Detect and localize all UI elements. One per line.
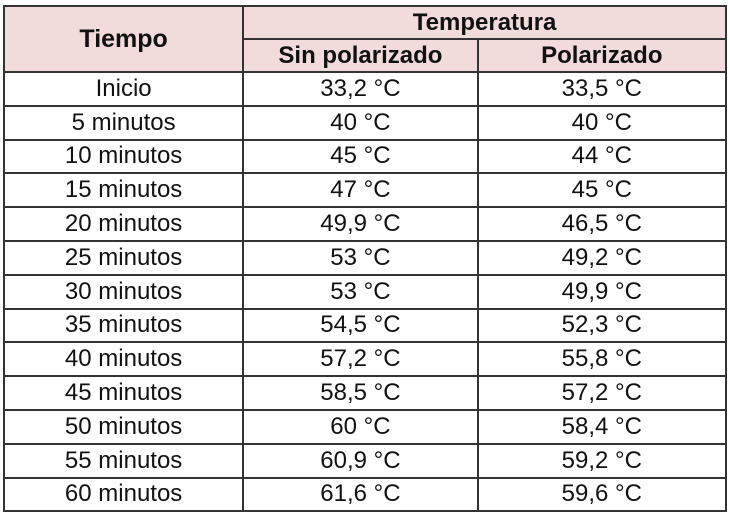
group-header: Temperatura <box>242 5 727 40</box>
time-cell: 50 minutos <box>2 408 245 445</box>
table-row: 45 minutos 58,5 °C 57,2 °C <box>2 375 728 411</box>
table-row: 35 minutos 54,5 °C 52,3 °C <box>2 307 728 344</box>
time-cell: 60 minutos <box>2 476 245 513</box>
time-cell: 25 minutos <box>2 239 245 276</box>
temperature-cell: 58,4 °C <box>476 408 728 445</box>
table-body: Inicio 33,2 °C 33,5 °C 5 minutos 40 °C 40 °C 1… <box>2 71 728 513</box>
temperature-cell: 57,2 °C <box>476 375 728 411</box>
temperature-cell: 49,9 °C <box>476 273 728 310</box>
temperature-cell: 53 °C <box>242 273 479 310</box>
table-row: 30 minutos 53 °C 49,9 °C <box>2 273 728 310</box>
temperature-table: Tiempo Temperatura Sin polarizado Polari… <box>2 5 728 513</box>
table-header: Tiempo Temperatura Sin polarizado Polari… <box>2 5 728 73</box>
table-row: 20 minutos 49,9 °C 46,5 °C <box>2 206 728 242</box>
temperature-cell: 59,2 °C <box>476 442 728 479</box>
table-row: Inicio 33,2 °C 33,5 °C <box>2 71 728 107</box>
temperature-cell: 58,5 °C <box>242 375 479 411</box>
temperature-cell: 49,2 °C <box>476 239 728 276</box>
temperature-cell: 60,9 °C <box>242 442 479 479</box>
table-row: 40 minutos 57,2 °C 55,8 °C <box>2 341 728 378</box>
table-row: 15 minutos 47 °C 45 °C <box>2 172 728 209</box>
time-cell: Inicio <box>2 71 245 107</box>
table-row: 60 minutos 61,6 °C 59,6 °C <box>2 476 728 513</box>
time-cell: 15 minutos <box>2 172 245 209</box>
time-cell: 45 minutos <box>2 375 245 411</box>
temperature-cell: 46,5 °C <box>476 206 728 242</box>
temperature-cell: 49,9 °C <box>242 206 479 242</box>
temperature-cell: 53 °C <box>242 239 479 276</box>
table-row: 55 minutos 60,9 °C 59,2 °C <box>2 442 728 479</box>
temperature-cell: 40 °C <box>476 104 728 141</box>
table-row: 10 minutos 45 °C 44 °C <box>2 138 728 175</box>
time-cell: 10 minutos <box>2 138 245 175</box>
temperature-cell: 40 °C <box>242 104 479 141</box>
temperature-cell: 57,2 °C <box>242 341 479 378</box>
temperature-cell: 33,2 °C <box>242 71 479 107</box>
temperature-cell: 45 °C <box>242 138 479 175</box>
table-row: 25 minutos 53 °C 49,2 °C <box>2 239 728 276</box>
column-header: Sin polarizado <box>242 38 479 73</box>
temperature-cell: 45 °C <box>476 172 728 209</box>
table-row: 50 minutos 60 °C 58,4 °C <box>2 408 728 445</box>
temperature-cell: 52,3 °C <box>476 307 728 344</box>
time-cell: 20 minutos <box>2 206 245 242</box>
column-header: Polarizado <box>476 38 728 73</box>
time-cell: 40 minutos <box>2 341 245 378</box>
temperature-cell: 44 °C <box>476 138 728 175</box>
time-header: Tiempo <box>2 5 245 73</box>
temperature-cell: 33,5 °C <box>476 71 728 107</box>
table-row: 5 minutos 40 °C 40 °C <box>2 104 728 141</box>
time-cell: 35 minutos <box>2 307 245 344</box>
temperature-cell: 60 °C <box>242 408 479 445</box>
temperature-cell: 47 °C <box>242 172 479 209</box>
time-cell: 5 minutos <box>2 104 245 141</box>
time-cell: 55 minutos <box>2 442 245 479</box>
temperature-cell: 59,6 °C <box>476 476 728 513</box>
header-row: Tiempo Temperatura <box>2 5 727 73</box>
temperature-cell: 54,5 °C <box>242 307 479 344</box>
time-cell: 30 minutos <box>2 273 245 310</box>
temperature-cell: 61,6 °C <box>242 476 479 513</box>
temperature-cell: 55,8 °C <box>476 341 728 378</box>
header-row: Sin polarizado Polarizado <box>4 38 728 73</box>
